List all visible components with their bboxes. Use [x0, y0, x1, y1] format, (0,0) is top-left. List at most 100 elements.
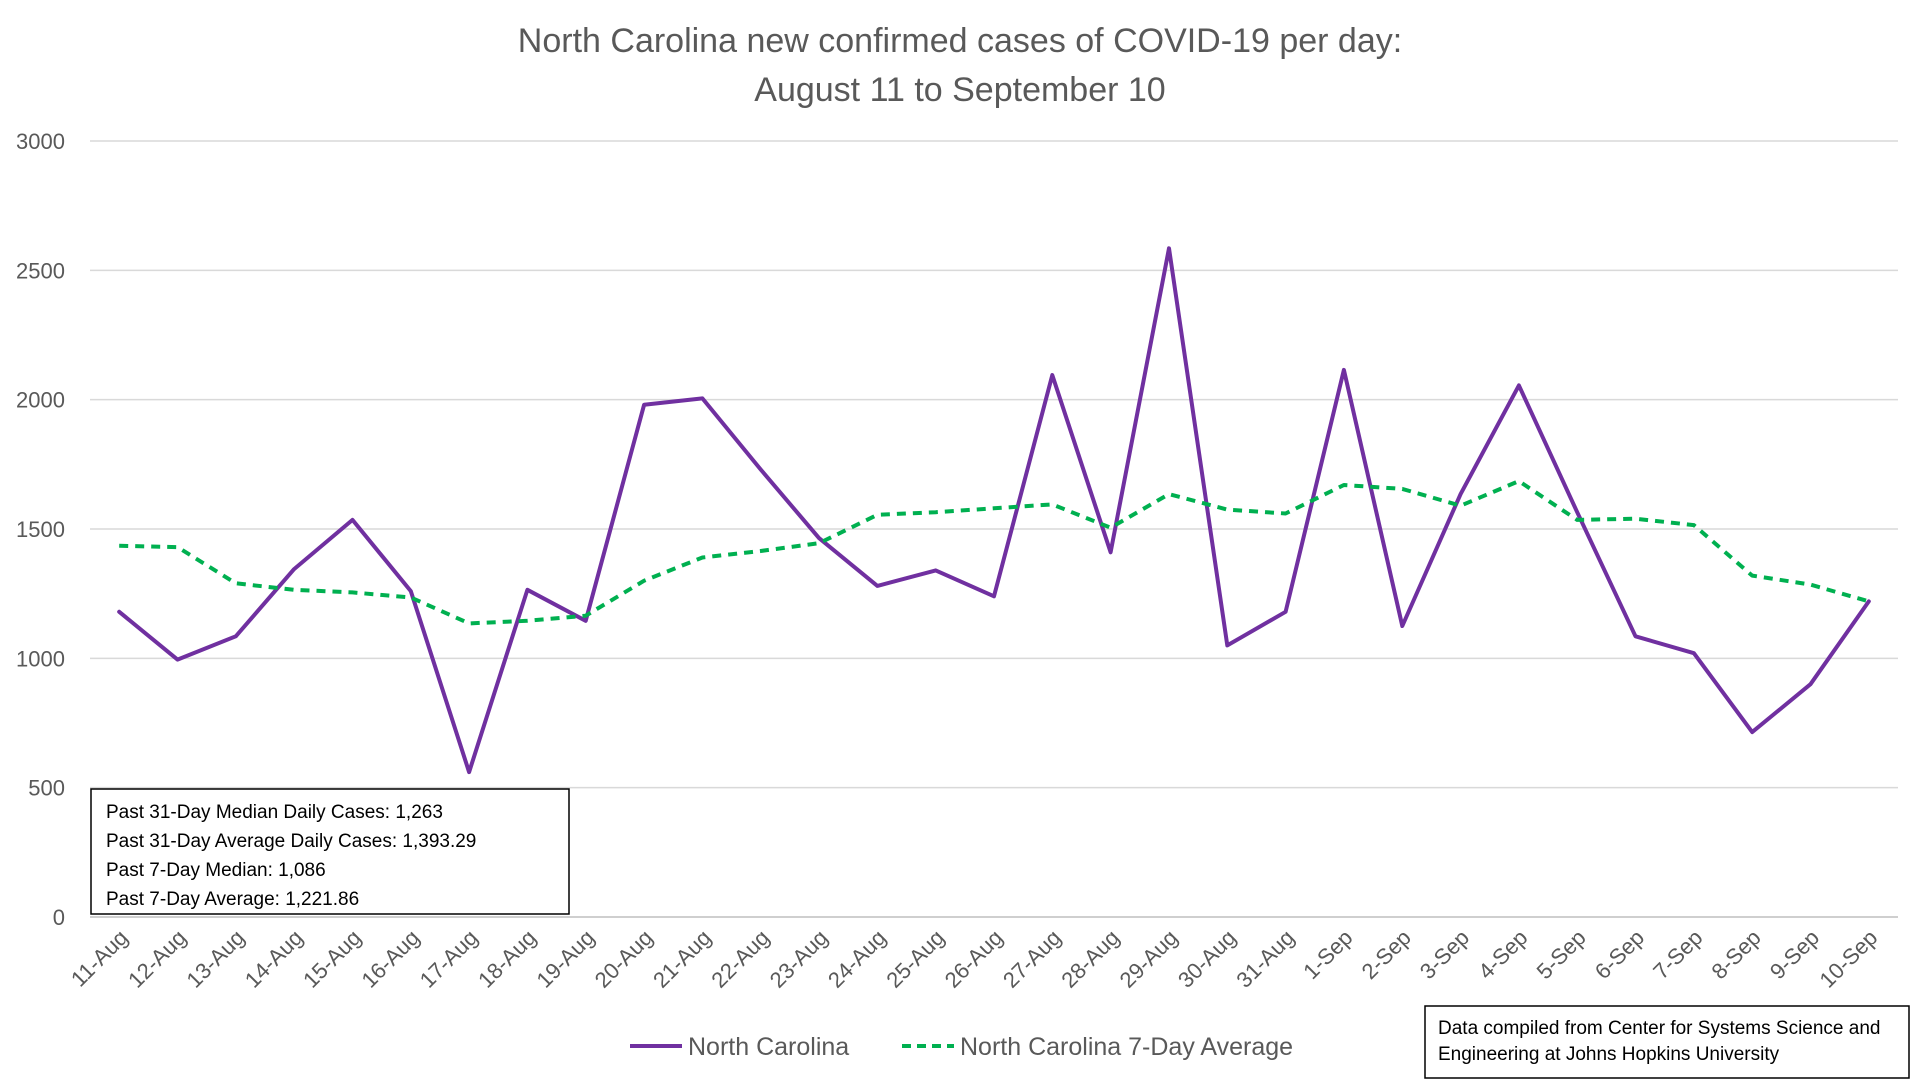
data-point-nc-14-Aug	[293, 568, 296, 571]
data-point-nc-7day-6-Sep	[1634, 517, 1637, 520]
x-tick-label-13-Aug: 13-Aug	[181, 925, 249, 993]
data-point-nc-1-Sep	[1342, 368, 1345, 371]
x-tick-label-19-Aug: 19-Aug	[531, 925, 599, 993]
stats-line-7-day-average: Past 7-Day Average: 1,221.86	[106, 889, 359, 910]
data-point-nc-30-Aug	[1226, 644, 1229, 647]
x-tick-label-11-Aug: 11-Aug	[66, 925, 133, 992]
x-tick-label-21-Aug: 21-Aug	[648, 925, 716, 993]
data-point-nc-13-Aug	[234, 635, 237, 638]
data-point-nc-25-Aug	[934, 569, 937, 572]
data-point-nc-7day-12-Aug	[176, 546, 179, 549]
x-tick-label-31-Aug: 31-Aug	[1231, 925, 1299, 993]
data-point-nc-26-Aug	[993, 595, 996, 598]
data-point-nc-27-Aug	[1051, 374, 1054, 377]
data-point-nc-7day-11-Aug	[118, 544, 121, 547]
data-point-nc-20-Aug	[643, 403, 646, 406]
data-point-nc-7day-10-Sep	[1867, 600, 1870, 603]
y-tick-label-3000: 3000	[16, 129, 65, 154]
y-tick-label-1000: 1000	[16, 646, 65, 671]
data-point-nc-7day-19-Aug	[584, 614, 587, 617]
x-tick-label-5-Sep: 5-Sep	[1532, 925, 1591, 984]
x-tick-label-10-Sep: 10-Sep	[1815, 925, 1883, 993]
y-tick-label-1500: 1500	[16, 517, 65, 542]
data-point-nc-7day-22-Aug	[759, 549, 762, 552]
data-point-nc-7day-31-Aug	[1284, 512, 1287, 515]
data-point-nc-3-Sep	[1459, 493, 1462, 496]
data-point-nc-7day-7-Sep	[1692, 524, 1695, 527]
data-point-nc-23-Aug	[818, 537, 821, 540]
stats-box-border	[90, 788, 570, 915]
source-note-box: Data compiled from Center for Systems Sc…	[1424, 1005, 1910, 1079]
x-tick-label-4-Sep: 4-Sep	[1473, 925, 1532, 984]
data-point-nc-22-Aug	[759, 468, 762, 471]
source-note-line-1: Data compiled from Center for Systems Sc…	[1438, 1018, 1880, 1039]
data-point-nc-17-Aug	[468, 771, 471, 774]
legend: North Carolina North Carolina 7-Day Aver…	[630, 1033, 1293, 1061]
data-point-nc-19-Aug	[584, 619, 587, 622]
data-point-nc-7day-24-Aug	[876, 513, 879, 516]
stats-line-7-day-median: Past 7-Day Median: 1,086	[106, 860, 326, 881]
x-tick-label-23-Aug: 23-Aug	[765, 925, 833, 993]
x-tick-label-18-Aug: 18-Aug	[473, 925, 541, 993]
x-tick-label-7-Sep: 7-Sep	[1648, 925, 1707, 984]
data-point-nc-7day-30-Aug	[1226, 508, 1229, 511]
data-point-nc-7day-9-Sep	[1809, 583, 1812, 586]
data-point-nc-28-Aug	[1109, 551, 1112, 554]
x-tick-label-25-Aug: 25-Aug	[881, 925, 949, 993]
x-tick-label-15-Aug: 15-Aug	[298, 925, 366, 993]
data-point-nc-8-Sep	[1751, 731, 1754, 734]
series-lines	[117, 246, 1871, 775]
y-tick-label-2500: 2500	[16, 258, 65, 283]
data-point-nc-7day-5-Sep	[1576, 518, 1579, 521]
data-point-nc-7day-16-Aug	[409, 596, 412, 599]
data-point-nc-7day-27-Aug	[1051, 503, 1054, 506]
x-tick-label-29-Aug: 29-Aug	[1115, 925, 1183, 993]
x-tick-label-28-Aug: 28-Aug	[1056, 925, 1124, 993]
data-point-nc-11-Aug	[118, 610, 121, 613]
data-point-nc-7day-18-Aug	[526, 619, 529, 622]
data-point-nc-7day-17-Aug	[468, 622, 471, 625]
data-point-nc-7day-2-Sep	[1401, 487, 1404, 490]
data-point-nc-9-Sep	[1809, 683, 1812, 686]
data-point-nc-6-Sep	[1634, 635, 1637, 638]
stats-line-31-day-average: Past 31-Day Average Daily Cases: 1,393.2…	[106, 831, 476, 852]
x-tick-label-20-Aug: 20-Aug	[590, 925, 658, 993]
data-point-nc-5-Sep	[1576, 511, 1579, 514]
data-point-nc-7day-8-Sep	[1751, 574, 1754, 577]
data-point-nc-4-Sep	[1517, 384, 1520, 387]
data-point-nc-7day-3-Sep	[1459, 504, 1462, 507]
series-line-north-carolina-7-day-average	[119, 479, 1870, 626]
y-tick-label-2000: 2000	[16, 388, 65, 413]
x-tick-label-27-Aug: 27-Aug	[998, 925, 1066, 993]
data-point-nc-29-Aug	[1167, 247, 1170, 250]
series-line-north-carolina	[117, 246, 1871, 775]
data-point-nc-7day-13-Aug	[234, 582, 237, 585]
x-tick-label-2-Sep: 2-Sep	[1357, 925, 1416, 984]
legend-label-north-carolina: North Carolina	[688, 1033, 849, 1061]
data-point-nc-31-Aug	[1284, 610, 1287, 613]
x-tick-label-26-Aug: 26-Aug	[940, 925, 1008, 993]
data-point-nc-7day-26-Aug	[993, 507, 996, 510]
x-tick-label-16-Aug: 16-Aug	[356, 925, 424, 993]
gridlines	[90, 140, 1898, 918]
stats-box: Past 31-Day Median Daily Cases: 1,263 Pa…	[90, 788, 570, 915]
stats-line-31-day-median: Past 31-Day Median Daily Cases: 1,263	[106, 802, 443, 823]
data-point-nc-24-Aug	[876, 584, 879, 587]
data-point-nc-7day-21-Aug	[701, 556, 704, 559]
x-tick-label-30-Aug: 30-Aug	[1173, 925, 1241, 993]
data-point-nc-7day-14-Aug	[293, 588, 296, 591]
x-tick-label-3-Sep: 3-Sep	[1415, 925, 1474, 984]
data-point-nc-7day-28-Aug	[1109, 526, 1112, 529]
x-tick-label-6-Sep: 6-Sep	[1590, 925, 1649, 984]
x-tick-label-12-Aug: 12-Aug	[123, 925, 191, 993]
data-point-nc-12-Aug	[176, 658, 179, 661]
x-tick-label-17-Aug: 17-Aug	[415, 925, 483, 993]
data-point-nc-21-Aug	[701, 397, 704, 400]
data-point-nc-7day-1-Sep	[1342, 484, 1345, 487]
chart-title: North Carolina new confirmed cases of CO…	[518, 22, 1402, 60]
chart-subtitle: August 11 to September 10	[754, 71, 1165, 109]
x-tick-label-1-Sep: 1-Sep	[1298, 925, 1357, 984]
x-tick-label-24-Aug: 24-Aug	[823, 925, 891, 993]
y-tick-label-500: 500	[28, 776, 65, 801]
